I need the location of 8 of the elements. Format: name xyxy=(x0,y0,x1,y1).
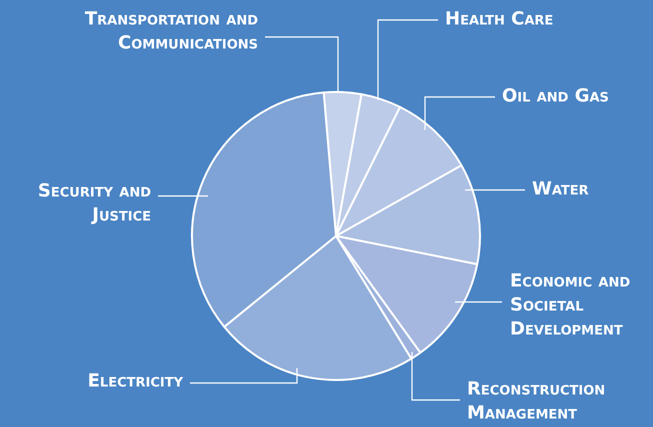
slice-label: Economic and Societal Development xyxy=(510,270,630,340)
slice-label: Electricity xyxy=(88,370,184,392)
slice-label: Transportation and Communications xyxy=(84,8,258,54)
slice-label: Water xyxy=(532,178,589,200)
slice-label: Security and Justice xyxy=(38,180,152,226)
slice-label: Reconstruction Management xyxy=(467,378,606,424)
slice-label: Oil and Gas xyxy=(502,86,609,107)
slice-label: Health Care xyxy=(445,8,554,30)
